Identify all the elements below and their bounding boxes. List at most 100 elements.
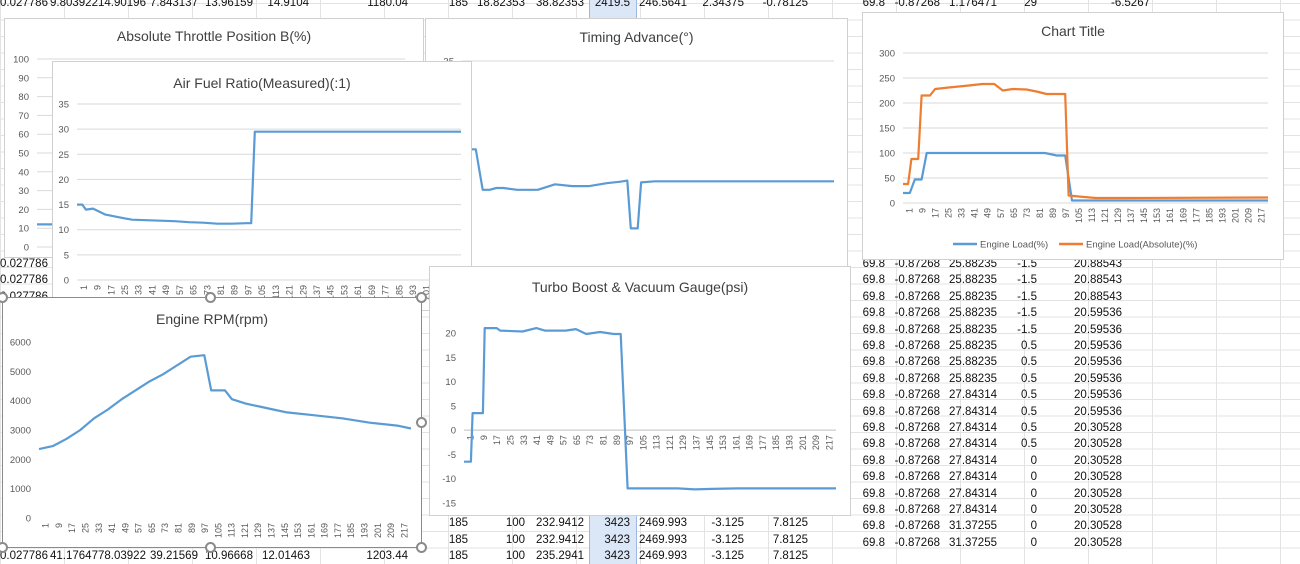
cell-value[interactable]: 0.027786 [0, 274, 48, 286]
cell-value[interactable]: 185 [448, 517, 468, 529]
cell-value[interactable]: 246.5641 [639, 0, 687, 9]
cell-value[interactable]: 2419.5 [594, 0, 630, 9]
cell-value[interactable]: 20.59536 [1074, 372, 1122, 385]
resize-handle[interactable] [0, 542, 8, 553]
cell-value[interactable]: 25.88235 [949, 340, 997, 352]
cell-value[interactable]: 69.8 [862, 258, 885, 270]
cell-value[interactable]: 69.8 [862, 487, 885, 500]
cell-value[interactable]: -6.5267 [1110, 0, 1150, 9]
cell-value[interactable]: -0.87268 [894, 454, 940, 467]
cell-value[interactable]: -3.125 [711, 534, 744, 546]
cell-value[interactable]: 0.5 [1021, 389, 1037, 402]
cell-value[interactable]: 0.5 [1021, 356, 1037, 369]
cell-value[interactable]: 27.84314 [949, 389, 997, 402]
cell-value[interactable]: 69.8 [862, 340, 885, 352]
cell-value[interactable]: -0.87268 [894, 323, 940, 336]
cell-value[interactable]: 100 [505, 534, 525, 546]
cell-value[interactable]: 20.30528 [1074, 422, 1122, 434]
cell-value[interactable]: 20.88543 [1074, 274, 1122, 287]
resize-handle[interactable] [416, 417, 427, 428]
timing-advance-chart[interactable]: Timing Advance(°) 35 [425, 18, 848, 268]
cell-value[interactable]: 0.027786 [0, 550, 48, 562]
cell-value[interactable]: 7.8125 [772, 534, 808, 546]
cell-value[interactable]: 27.84314 [949, 504, 997, 516]
cell-value[interactable]: 12.01463 [262, 550, 310, 562]
cell-value[interactable]: 27.84314 [949, 454, 997, 467]
cell-value[interactable]: 20.88543 [1074, 258, 1122, 270]
engine-load-chart[interactable]: Chart Title 0 50 100 150 200 250 300 1 9 17 25 33 41… [862, 12, 1284, 260]
resize-handle[interactable] [205, 542, 216, 553]
cell-value[interactable]: 20.59536 [1074, 340, 1122, 352]
resize-handle[interactable] [0, 292, 8, 303]
cell-value[interactable]: 2.34375 [702, 0, 744, 9]
cell-value[interactable]: 13.96159 [205, 0, 253, 9]
cell-value[interactable]: 0.5 [1021, 422, 1037, 434]
cell-value[interactable]: 29 [1024, 0, 1037, 9]
cell-value[interactable]: 3423 [604, 550, 630, 562]
cell-value[interactable]: -0.87268 [894, 487, 940, 500]
cell-value[interactable]: 185 [448, 550, 468, 562]
cell-value[interactable]: 20.88543 [1074, 290, 1122, 303]
cell-value[interactable]: 0.5 [1021, 372, 1037, 385]
cell-value[interactable]: 7.843137 [150, 0, 198, 9]
cell-value[interactable]: 232.9412 [536, 517, 584, 529]
cell-value[interactable]: -0.87268 [894, 422, 940, 434]
cell-value[interactable]: 9.803922 [50, 0, 98, 9]
cell-value[interactable]: 69.8 [862, 438, 885, 451]
cell-value[interactable]: -1.5 [1017, 290, 1037, 303]
cell-value[interactable]: 232.9412 [536, 534, 584, 546]
cell-value[interactable]: 69.8 [862, 372, 885, 385]
cell-value[interactable]: 27.84314 [949, 438, 997, 451]
cell-value[interactable]: 18.82353 [477, 0, 525, 9]
cell-value[interactable]: 2469.993 [639, 517, 687, 529]
cell-value[interactable]: 39.21569 [150, 550, 198, 562]
cell-value[interactable]: 100 [505, 517, 525, 529]
cell-value[interactable]: 69.8 [862, 520, 885, 533]
resize-handle[interactable] [416, 292, 427, 303]
cell-value[interactable]: 185 [448, 0, 468, 9]
cell-value[interactable]: 31.37255 [949, 520, 997, 533]
cell-value[interactable]: -0.87268 [894, 274, 940, 287]
cell-value[interactable]: 25.88235 [949, 372, 997, 385]
cell-value[interactable]: -0.87268 [894, 389, 940, 402]
cell-value[interactable]: 20.59536 [1074, 389, 1122, 402]
cell-value[interactable]: 0.5 [1021, 340, 1037, 352]
cell-value[interactable]: 1.176471 [949, 0, 997, 9]
cell-value[interactable]: 25.88235 [949, 274, 997, 287]
cell-value[interactable]: 69.8 [862, 290, 885, 303]
cell-value[interactable]: 0 [1030, 536, 1037, 549]
cell-value[interactable]: 69.8 [862, 356, 885, 369]
cell-value[interactable]: -0.87268 [894, 372, 940, 385]
cell-value[interactable]: 0 [1030, 520, 1037, 533]
cell-value[interactable]: -0.87268 [894, 356, 940, 369]
cell-value[interactable]: 31.37255 [949, 536, 997, 549]
cell-value[interactable]: 0 [1030, 504, 1037, 516]
cell-value[interactable]: 0 [1030, 454, 1037, 467]
cell-value[interactable]: -0.87268 [894, 0, 940, 9]
cell-value[interactable]: 0 [1030, 487, 1037, 500]
cell-value[interactable]: 20.30528 [1074, 520, 1122, 533]
cell-value[interactable]: 69.8 [862, 471, 885, 484]
cell-value[interactable]: 7.8125 [772, 550, 808, 562]
cell-value[interactable]: 20.59536 [1074, 323, 1122, 336]
cell-value[interactable]: 3423 [604, 517, 630, 529]
cell-value[interactable]: -0.87268 [894, 340, 940, 352]
cell-value[interactable]: 100 [505, 550, 525, 562]
turbo-boost-chart[interactable]: Turbo Boost & Vacuum Gauge(psi) -15 -10 -5… [429, 266, 851, 516]
cell-value[interactable]: 69.8 [862, 454, 885, 467]
cell-value[interactable]: 69.8 [862, 405, 885, 418]
cell-value[interactable]: 14.9104 [267, 0, 309, 9]
cell-value[interactable]: 2469.993 [639, 534, 687, 546]
cell-value[interactable]: -0.87268 [894, 520, 940, 533]
cell-value[interactable]: 25.88235 [949, 307, 997, 320]
cell-value[interactable]: -0.78125 [762, 0, 808, 9]
cell-value[interactable]: 20.30528 [1074, 471, 1122, 484]
cell-value[interactable]: 0.5 [1021, 405, 1037, 418]
cell-value[interactable]: 38.82353 [536, 0, 584, 9]
cell-value[interactable]: -0.87268 [894, 438, 940, 451]
cell-value[interactable]: 20.30528 [1074, 487, 1122, 500]
cell-value[interactable]: 27.84314 [949, 422, 997, 434]
cell-value[interactable]: -0.87268 [894, 290, 940, 303]
cell-value[interactable]: 69.8 [862, 504, 885, 516]
cell-value[interactable]: -1.5 [1017, 307, 1037, 320]
